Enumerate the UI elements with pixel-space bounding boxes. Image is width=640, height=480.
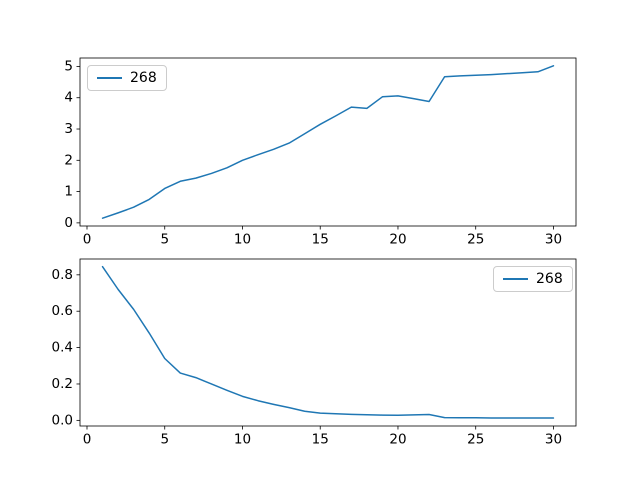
- legend-label: 268: [536, 271, 563, 287]
- x-tick-label: 20: [389, 432, 406, 448]
- x-tick-label: 10: [234, 232, 251, 248]
- axes-frame: [79, 258, 577, 427]
- x-tick-label: 5: [160, 432, 169, 448]
- y-tick-label: 0.2: [52, 376, 73, 392]
- y-tick-label: 0.8: [52, 267, 73, 283]
- y-tick-label: 0.4: [52, 340, 73, 356]
- x-tick-label: 10: [234, 432, 251, 448]
- x-tick-label: 30: [545, 432, 562, 448]
- legend-line-swatch: [97, 77, 122, 79]
- y-tick-label: 4: [64, 90, 73, 106]
- y-tick-label: 3: [64, 121, 73, 137]
- legend-label: 268: [130, 70, 157, 86]
- x-tick-label: 25: [467, 232, 484, 248]
- series-line: [101, 65, 555, 219]
- y-tick-label: 2: [64, 152, 73, 168]
- y-tick-label: 0.6: [52, 303, 73, 319]
- subplot-0: 0 5 10 15 20 25 30 0 1 2 3 4 5: [64, 57, 577, 248]
- subplot-1: 0 5 10 15 20 25 30 0.0 0.2 0.4 0.6 0.8: [52, 258, 577, 448]
- legend-bottom-plot: 268: [493, 266, 573, 292]
- x-tick-label: 15: [312, 232, 329, 248]
- legend-top-plot: 268: [87, 65, 167, 91]
- y-tick-label: 0.0: [52, 412, 73, 428]
- y-tick-label: 1: [64, 184, 73, 200]
- x-tick-label: 0: [83, 432, 92, 448]
- series-line: [101, 265, 555, 419]
- y-tick-label: 5: [64, 58, 73, 74]
- y-tick-label: 0: [64, 215, 73, 231]
- x-tick-label: 5: [160, 232, 169, 248]
- legend-line-swatch: [503, 278, 528, 280]
- x-tick-label: 0: [83, 232, 92, 248]
- x-tick-label: 15: [312, 432, 329, 448]
- x-tick-label: 25: [467, 432, 484, 448]
- x-tick-label: 20: [389, 232, 406, 248]
- axes-frame: [79, 57, 577, 227]
- x-tick-label: 30: [545, 232, 562, 248]
